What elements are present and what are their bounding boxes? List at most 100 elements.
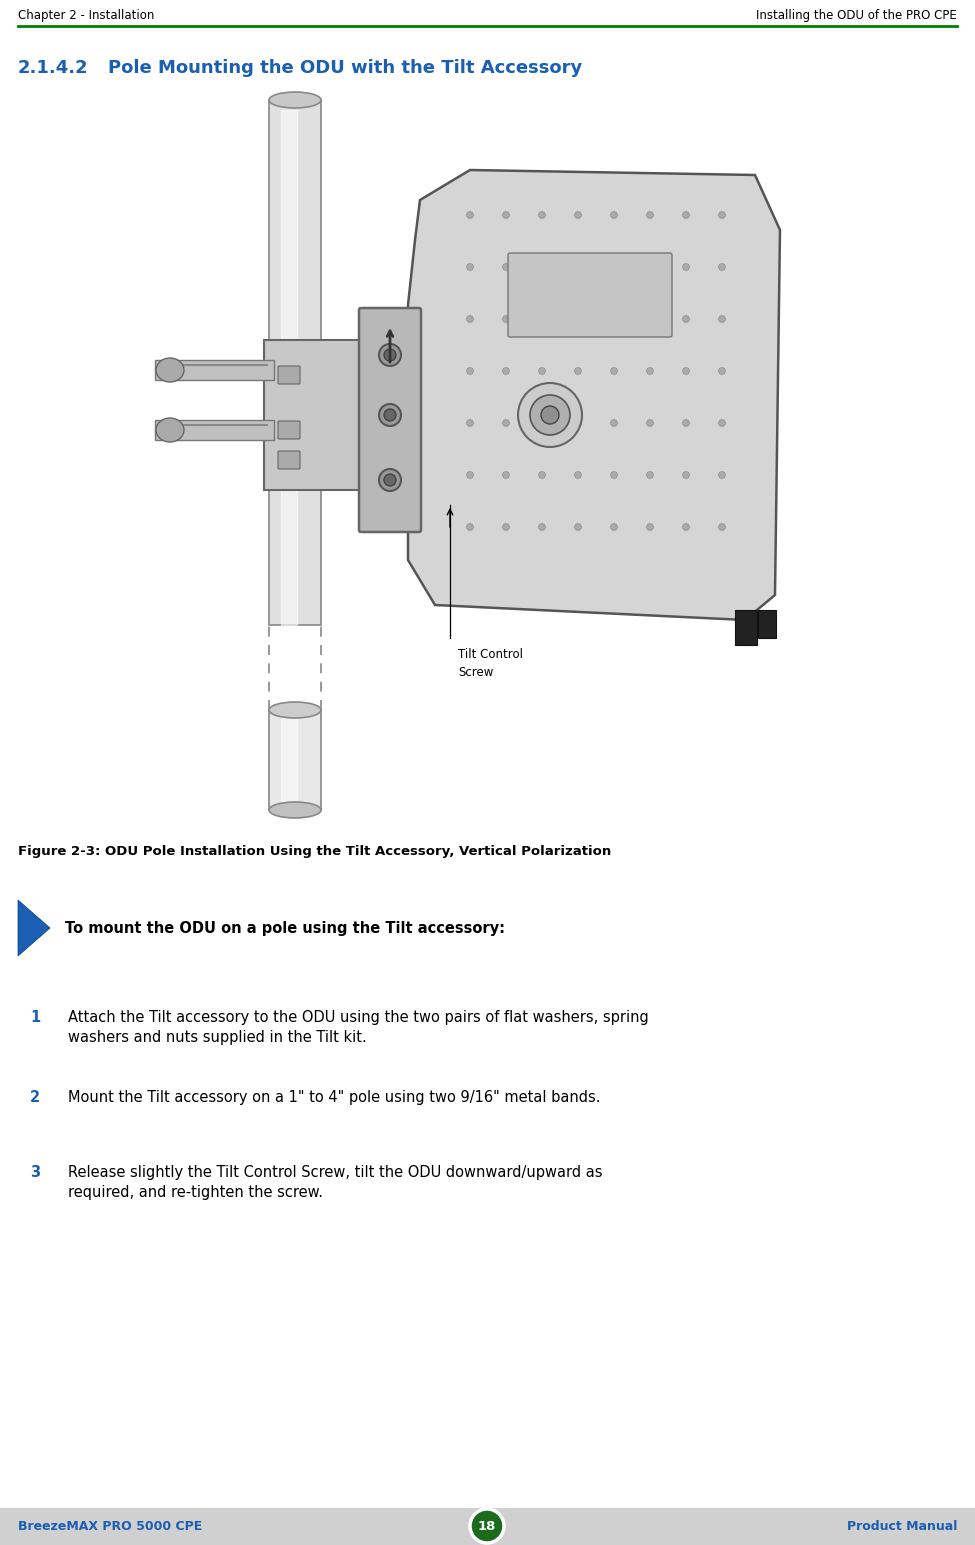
Text: required, and re-tighten the screw.: required, and re-tighten the screw.: [68, 1185, 323, 1200]
Text: Screw: Screw: [458, 666, 493, 678]
Text: 1: 1: [30, 1010, 40, 1024]
FancyBboxPatch shape: [278, 366, 300, 385]
Circle shape: [719, 471, 725, 479]
Circle shape: [574, 471, 581, 479]
Text: Figure 2-3: ODU Pole Installation Using the Tilt Accessory, Vertical Polarizatio: Figure 2-3: ODU Pole Installation Using …: [18, 845, 611, 857]
Circle shape: [518, 383, 582, 447]
Circle shape: [719, 420, 725, 426]
FancyBboxPatch shape: [155, 420, 274, 440]
Circle shape: [466, 212, 474, 218]
Circle shape: [682, 264, 689, 270]
Text: washers and nuts supplied in the Tilt kit.: washers and nuts supplied in the Tilt ki…: [68, 1031, 367, 1044]
Circle shape: [610, 524, 617, 530]
Circle shape: [646, 471, 653, 479]
Circle shape: [682, 315, 689, 323]
Circle shape: [502, 524, 510, 530]
Circle shape: [384, 474, 396, 487]
Ellipse shape: [156, 358, 184, 382]
Circle shape: [538, 212, 545, 218]
FancyBboxPatch shape: [758, 610, 776, 638]
Text: Attach the Tilt accessory to the ODU using the two pairs of flat washers, spring: Attach the Tilt accessory to the ODU usi…: [68, 1010, 648, 1024]
Circle shape: [610, 264, 617, 270]
Circle shape: [719, 368, 725, 374]
Circle shape: [466, 315, 474, 323]
Ellipse shape: [269, 93, 321, 108]
Text: Mount the Tilt accessory on a 1" to 4" pole using two 9/16" metal bands.: Mount the Tilt accessory on a 1" to 4" p…: [68, 1091, 601, 1105]
Circle shape: [646, 264, 653, 270]
Circle shape: [502, 264, 510, 270]
Circle shape: [379, 345, 401, 366]
Circle shape: [682, 524, 689, 530]
Polygon shape: [408, 170, 780, 620]
Circle shape: [610, 315, 617, 323]
Circle shape: [538, 471, 545, 479]
Circle shape: [719, 212, 725, 218]
Circle shape: [502, 471, 510, 479]
Circle shape: [574, 368, 581, 374]
Circle shape: [574, 315, 581, 323]
Circle shape: [682, 420, 689, 426]
Circle shape: [466, 368, 474, 374]
Circle shape: [384, 409, 396, 420]
Circle shape: [646, 420, 653, 426]
Circle shape: [538, 524, 545, 530]
Text: Tilt Control: Tilt Control: [458, 647, 523, 661]
FancyBboxPatch shape: [508, 253, 672, 337]
Text: Chapter 2 - Installation: Chapter 2 - Installation: [18, 9, 154, 23]
Circle shape: [466, 524, 474, 530]
Text: 3: 3: [30, 1165, 40, 1180]
FancyBboxPatch shape: [359, 307, 421, 531]
FancyBboxPatch shape: [735, 610, 757, 644]
Circle shape: [610, 471, 617, 479]
FancyBboxPatch shape: [269, 100, 321, 626]
Circle shape: [574, 524, 581, 530]
Ellipse shape: [156, 419, 184, 442]
Circle shape: [530, 396, 570, 436]
Circle shape: [379, 403, 401, 426]
Circle shape: [538, 420, 545, 426]
Circle shape: [502, 315, 510, 323]
FancyBboxPatch shape: [264, 340, 455, 490]
FancyBboxPatch shape: [278, 420, 300, 439]
Circle shape: [719, 264, 725, 270]
Text: Release slightly the Tilt Control Screw, tilt the ODU downward/upward as: Release slightly the Tilt Control Screw,…: [68, 1165, 603, 1180]
Circle shape: [646, 368, 653, 374]
Circle shape: [574, 264, 581, 270]
Ellipse shape: [269, 701, 321, 718]
Circle shape: [538, 264, 545, 270]
Text: 2: 2: [30, 1091, 40, 1105]
FancyBboxPatch shape: [0, 1508, 975, 1545]
Text: BreezeMAX PRO 5000 CPE: BreezeMAX PRO 5000 CPE: [18, 1519, 202, 1533]
Polygon shape: [18, 901, 50, 956]
Circle shape: [502, 420, 510, 426]
Circle shape: [646, 212, 653, 218]
Text: 2.1.4.2: 2.1.4.2: [18, 59, 89, 77]
FancyBboxPatch shape: [269, 711, 321, 810]
Text: 18: 18: [478, 1519, 496, 1533]
Circle shape: [384, 349, 396, 362]
Circle shape: [466, 471, 474, 479]
Circle shape: [379, 470, 401, 491]
Text: Pole Mounting the ODU with the Tilt Accessory: Pole Mounting the ODU with the Tilt Acce…: [108, 59, 582, 77]
Circle shape: [574, 420, 581, 426]
Circle shape: [538, 368, 545, 374]
Text: To mount the ODU on a pole using the Tilt accessory:: To mount the ODU on a pole using the Til…: [65, 921, 505, 936]
Circle shape: [466, 264, 474, 270]
Circle shape: [574, 212, 581, 218]
Circle shape: [610, 368, 617, 374]
Circle shape: [646, 524, 653, 530]
Text: Installing the ODU of the PRO CPE: Installing the ODU of the PRO CPE: [757, 9, 957, 23]
Circle shape: [682, 212, 689, 218]
Circle shape: [502, 368, 510, 374]
Text: Product Manual: Product Manual: [846, 1519, 957, 1533]
Circle shape: [646, 315, 653, 323]
Circle shape: [541, 406, 559, 423]
Circle shape: [719, 524, 725, 530]
Circle shape: [682, 368, 689, 374]
Circle shape: [470, 1509, 504, 1543]
FancyBboxPatch shape: [278, 451, 300, 470]
Ellipse shape: [269, 802, 321, 817]
Circle shape: [610, 212, 617, 218]
Circle shape: [719, 315, 725, 323]
Circle shape: [538, 315, 545, 323]
